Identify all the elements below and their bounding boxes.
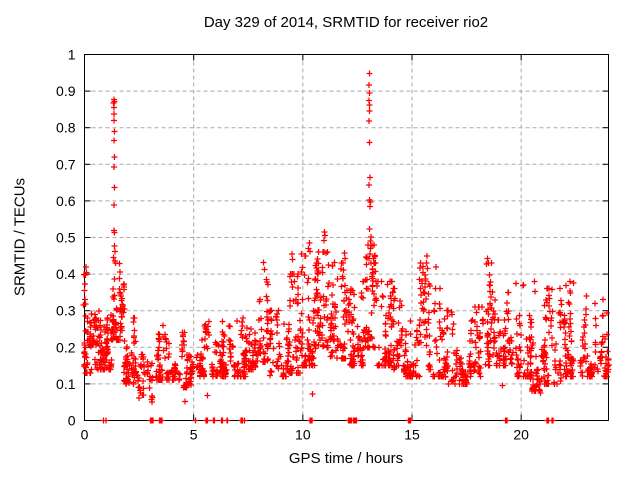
y-tick-label: 0.1 bbox=[56, 376, 76, 392]
y-tick-label: 0.7 bbox=[56, 156, 76, 172]
y-tick-label: 0.2 bbox=[56, 339, 76, 355]
y-tick-label: 0.4 bbox=[56, 266, 76, 282]
y-tick-label: 0.5 bbox=[56, 230, 76, 246]
y-tick-label: 0.3 bbox=[56, 303, 76, 319]
y-tick-label: 0.8 bbox=[56, 120, 76, 136]
y-tick-label: 0.6 bbox=[56, 193, 76, 209]
x-tick-label: 20 bbox=[513, 427, 529, 443]
y-tick-label: 0 bbox=[68, 413, 76, 429]
y-tick-label: 0.9 bbox=[56, 83, 76, 99]
x-tick-label: 0 bbox=[81, 427, 89, 443]
x-tick-label: 5 bbox=[190, 427, 198, 443]
chart-title: Day 329 of 2014, SRMTID for receiver rio… bbox=[203, 14, 489, 31]
x-tick-label: 15 bbox=[404, 427, 420, 443]
x-tick-label: 10 bbox=[295, 427, 311, 443]
x-axis-title: GPS time / hours bbox=[288, 450, 404, 467]
scatter-markers bbox=[80, 70, 612, 424]
y-tick-label: 1 bbox=[68, 47, 76, 63]
